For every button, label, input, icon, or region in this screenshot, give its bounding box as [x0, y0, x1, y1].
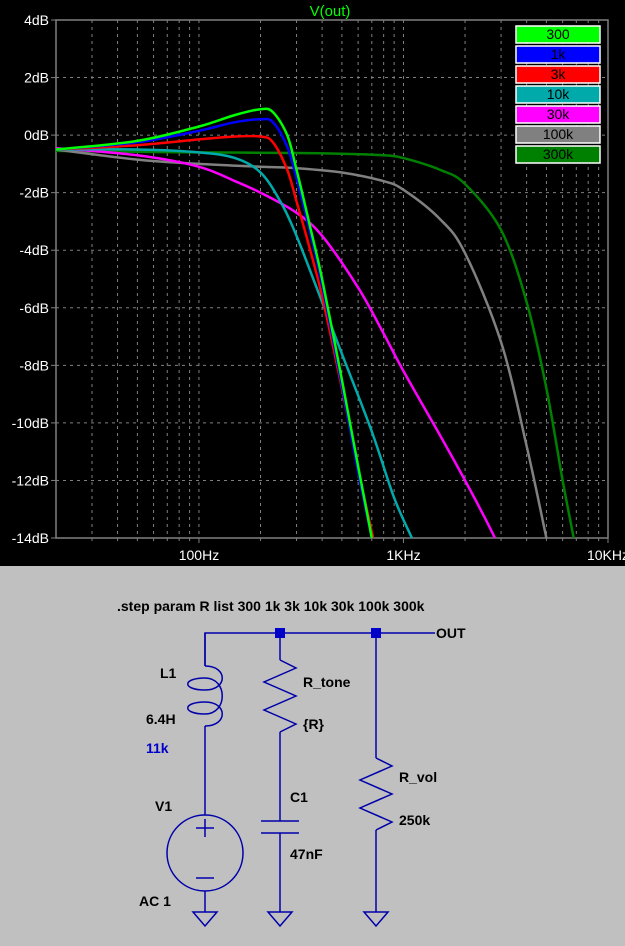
waveform-plot-panel[interactable]: V(out) 4dB 2dB 0dB -2dB -4dB -6dB -8dB -10dB -12… — [0, 0, 625, 566]
y-tick-label: -4dB — [19, 242, 49, 258]
legend-swatch — [515, 65, 601, 84]
y-tick-label: 0dB — [24, 127, 49, 143]
legend-swatch — [515, 125, 601, 144]
top-wire — [204, 632, 435, 666]
series-curves[interactable] — [55, 107, 575, 539]
step-directive[interactable]: .step param R list 300 1k 3k 10k 30k 100… — [117, 598, 425, 614]
series-curve-1k[interactable] — [55, 117, 374, 539]
y-tick-label: -14dB — [12, 530, 49, 546]
legend-label: 10k — [547, 86, 571, 102]
ground-symbol — [362, 911, 390, 928]
waveform-plot[interactable]: V(out) 4dB 2dB 0dB -2dB -4dB -6dB -8dB -10dB -12… — [0, 0, 625, 566]
x-tick-label: 1KHz — [386, 547, 420, 563]
c1-name[interactable]: C1 — [290, 789, 308, 805]
legend-label: 3k — [551, 66, 567, 82]
y-tick-label: -10dB — [12, 415, 49, 431]
legend-item-1k[interactable]: 1k — [515, 45, 601, 64]
series-curve-100k[interactable] — [55, 148, 548, 539]
c1-value[interactable]: 47nF — [290, 846, 323, 862]
legend-swatch — [515, 145, 601, 164]
resistor-r-tone[interactable] — [262, 633, 298, 821]
l1-name[interactable]: L1 — [160, 665, 177, 681]
legend-item-100k[interactable]: 100k — [515, 125, 601, 144]
legend-item-300[interactable]: 300 — [515, 25, 601, 44]
legend-label: 30k — [547, 106, 571, 122]
plot-title[interactable]: V(out) — [310, 3, 351, 20]
legend-item-3k[interactable]: 3k — [515, 65, 601, 84]
x-tick-label: 10KHz — [587, 547, 625, 563]
legend-item-30k[interactable]: 30k — [515, 105, 601, 124]
legend-swatch — [515, 45, 601, 64]
legend-swatch — [515, 85, 601, 104]
r-tone-value[interactable]: {R} — [303, 716, 325, 732]
series-curve-300[interactable] — [55, 107, 374, 539]
v1-name[interactable]: V1 — [155, 798, 172, 814]
legend[interactable]: 300 1k 3k 10k 30k 100k 300k — [515, 25, 601, 164]
y-tick-label: 2dB — [24, 70, 49, 86]
voltage-source-v1[interactable] — [166, 806, 244, 912]
legend-swatch — [515, 105, 601, 124]
l1-value[interactable]: 6.4H — [146, 711, 176, 727]
y-tick-label: 4dB — [24, 12, 49, 28]
ground-symbol — [191, 911, 219, 928]
legend-label: 300 — [546, 26, 570, 42]
legend-item-300k[interactable]: 300k — [515, 145, 601, 164]
x-tick-label: 100Hz — [179, 547, 219, 563]
legend-label: 100k — [543, 126, 574, 142]
series-curve-10k[interactable] — [55, 148, 414, 539]
y-tick-label: -8dB — [19, 357, 49, 373]
out-label[interactable]: OUT — [436, 625, 466, 641]
resistor-r-vol[interactable] — [358, 633, 394, 912]
schematic-panel[interactable]: .step param R list 300 1k 3k 10k 30k 100… — [0, 566, 625, 946]
series-curve-3k[interactable] — [55, 134, 375, 539]
v1-value[interactable]: AC 1 — [139, 893, 171, 909]
schematic[interactable]: .step param R list 300 1k 3k 10k 30k 100… — [0, 566, 625, 946]
axis-ticks: 4dB 2dB 0dB -2dB -4dB -6dB -8dB -10dB -12dB -14dB… — [12, 12, 625, 563]
series-curve-300k[interactable] — [55, 149, 575, 539]
y-tick-label: -6dB — [19, 300, 49, 316]
series-curve-30k[interactable] — [55, 146, 497, 539]
legend-swatch — [515, 25, 601, 44]
legend-label: 300k — [543, 146, 574, 162]
plot-frame — [55, 19, 609, 539]
y-tick-label: -2dB — [19, 185, 49, 201]
y-tick-label: -12dB — [12, 472, 49, 488]
capacitor-c1[interactable] — [261, 820, 299, 912]
legend-item-10k[interactable]: 10k — [515, 85, 601, 104]
l1-series-resistance[interactable]: 11k — [146, 740, 169, 756]
r-vol-value[interactable]: 250k — [399, 812, 430, 828]
r-tone-name[interactable]: R_tone — [303, 674, 351, 690]
inductor-l1[interactable] — [187, 633, 223, 806]
ground-symbol — [266, 911, 294, 928]
r-vol-name[interactable]: R_vol — [399, 769, 437, 785]
legend-label: 1k — [551, 46, 567, 62]
